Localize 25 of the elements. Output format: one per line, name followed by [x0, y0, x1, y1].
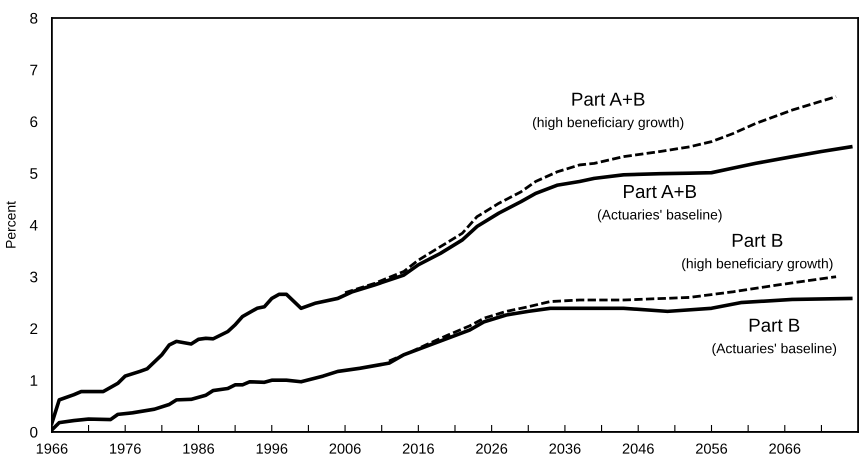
x-tick-label: 2066: [769, 443, 800, 454]
x-tick-label: 2046: [622, 443, 654, 454]
x-tick-label: 1976: [110, 443, 141, 454]
x-tick-label: 2026: [476, 443, 508, 454]
x-tick-label: 2016: [402, 443, 434, 454]
series-label: Part A+B (Actuaries' baseline): [598, 185, 722, 222]
y-axis-title: Percent: [6, 201, 16, 248]
y-tick-label: 8: [30, 12, 38, 24]
y-tick-label: 1: [30, 375, 38, 386]
y-tick-label: 4: [30, 220, 38, 231]
x-tick-label: 2006: [330, 443, 361, 454]
x-tick-label: 1996: [256, 443, 288, 454]
x-tick-label: 2036: [549, 443, 581, 454]
y-tick-label: 0: [30, 426, 38, 438]
y-tick-label: 2: [30, 323, 38, 334]
x-tick-label: 1966: [36, 443, 68, 454]
y-tick-label: 3: [30, 272, 38, 282]
y-tick-label: 6: [30, 116, 38, 128]
series-label: Part B (high beneficiary growth): [682, 234, 832, 272]
y-tick-label: 7: [30, 64, 38, 76]
y-tick-label: 5: [30, 168, 38, 179]
x-tick-label: 2056: [696, 443, 728, 454]
series-label: Part A+B (high beneficiary growth): [532, 92, 684, 130]
x-tick-label: 1986: [183, 443, 214, 454]
series-label: Part B (Actuaries' baseline): [712, 318, 836, 356]
